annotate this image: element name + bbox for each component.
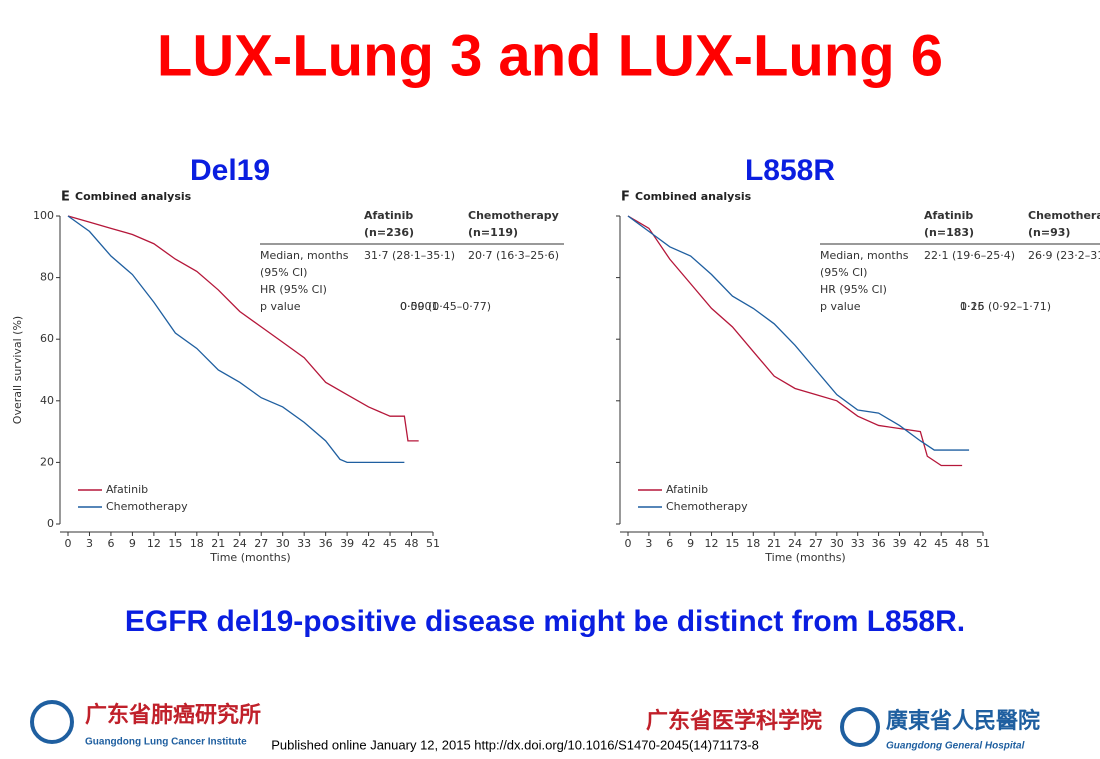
table-row-label: HR (95% CI): [820, 283, 887, 296]
table-row-label: Median, months: [820, 249, 909, 262]
x-tick-label: 48: [405, 537, 419, 550]
logo-text: 广东省肺癌研究所: [85, 702, 261, 727]
logo-text: 廣東省人民醫院: [886, 708, 1040, 733]
table-cell: 0·59 (0·45–0·77): [400, 300, 491, 313]
x-tick-label: 33: [297, 537, 311, 550]
survival-curve: [627, 215, 970, 451]
legend-label: Chemotherapy: [666, 500, 748, 513]
x-tick-label: 36: [319, 537, 333, 550]
x-tick-label: 9: [687, 537, 694, 550]
table-row-label: Median, months: [260, 249, 349, 262]
x-tick-label: 21: [767, 537, 781, 550]
x-tick-label: 48: [955, 537, 969, 550]
table-cell: 22·1 (19·6–25·4): [924, 249, 1015, 262]
y-tick-label: 100: [33, 209, 54, 222]
x-tick-label: 15: [725, 537, 739, 550]
x-tick-label: 39: [340, 537, 354, 550]
table-header: Chemotherapy: [468, 209, 559, 222]
slide-title: LUX-Lung 3 and LUX-Lung 6: [157, 23, 943, 88]
logo-icon: [30, 700, 74, 744]
x-tick-label: 45: [383, 537, 397, 550]
x-tick-label: 39: [892, 537, 906, 550]
logo-text: 广东省医学科学院: [646, 708, 822, 733]
x-tick-label: 3: [86, 537, 93, 550]
x-tick-label: 9: [129, 537, 136, 550]
table-row-label: (95% CI): [260, 266, 307, 279]
chart-subtitle: L858R: [745, 154, 835, 187]
logo-icon: [840, 707, 880, 747]
table-header: (n=93): [1028, 226, 1070, 239]
x-tick-label: 42: [913, 537, 927, 550]
x-axis-label: Time (months): [764, 551, 845, 564]
logo-text: Guangdong Lung Cancer Institute: [85, 737, 247, 748]
chart-title: Combined analysis: [75, 190, 192, 203]
x-tick-label: 12: [147, 537, 161, 550]
x-tick-label: 27: [809, 537, 823, 550]
x-tick-label: 36: [872, 537, 886, 550]
citation: Published online January 12, 2015 http:/…: [271, 737, 759, 752]
panel-label: F: [621, 190, 630, 205]
table-cell: 0·0001: [400, 300, 439, 313]
x-tick-label: 0: [625, 537, 632, 550]
y-tick-label: 40: [40, 394, 54, 407]
y-tick-label: 20: [40, 455, 54, 468]
chart-subtitle: Del19: [190, 154, 270, 187]
y-tick-label: 0: [47, 517, 54, 530]
conclusion: EGFR del19-positive disease might be dis…: [125, 605, 965, 638]
table-cell: 31·7 (28·1–35·1): [364, 249, 455, 262]
table-cell: 0·16: [960, 300, 985, 313]
x-tick-label: 51: [976, 537, 990, 550]
x-tick-label: 24: [788, 537, 802, 550]
legend-label: Afatinib: [666, 483, 708, 496]
x-tick-label: 12: [705, 537, 719, 550]
chart-title: Combined analysis: [635, 190, 752, 203]
table-header: Afatinib: [364, 209, 413, 222]
table-row-label: HR (95% CI): [260, 283, 327, 296]
x-tick-label: 6: [666, 537, 673, 550]
table-row-label: p value: [820, 300, 861, 313]
y-tick-label: 60: [40, 332, 54, 345]
table-header: (n=183): [924, 226, 974, 239]
x-tick-label: 0: [65, 537, 72, 550]
x-tick-label: 18: [746, 537, 760, 550]
x-tick-label: 15: [168, 537, 182, 550]
table-cell: 20·7 (16·3–25·6): [468, 249, 559, 262]
y-axis-label: Overall survival (%): [11, 316, 24, 424]
table-cell: 1·25 (0·92–1·71): [960, 300, 1051, 313]
x-tick-label: 3: [645, 537, 652, 550]
x-tick-label: 33: [851, 537, 865, 550]
survival-curve: [67, 215, 405, 464]
table-header: (n=119): [468, 226, 518, 239]
table-row-label: (95% CI): [820, 266, 867, 279]
x-tick-label: 45: [934, 537, 948, 550]
x-tick-label: 27: [254, 537, 268, 550]
x-tick-label: 42: [362, 537, 376, 550]
x-tick-label: 30: [276, 537, 290, 550]
x-axis-label: Time (months): [209, 551, 290, 564]
y-tick-label: 80: [40, 271, 54, 284]
x-tick-label: 6: [107, 537, 114, 550]
x-tick-label: 18: [190, 537, 204, 550]
table-header: Chemotherapy: [1028, 209, 1100, 222]
table-header: (n=236): [364, 226, 414, 239]
logo-text: Guangdong General Hospital: [886, 741, 1025, 752]
x-tick-label: 30: [830, 537, 844, 550]
survival-curve: [627, 215, 963, 467]
x-tick-label: 21: [211, 537, 225, 550]
survival-curve: [67, 215, 419, 442]
x-tick-label: 51: [426, 537, 440, 550]
legend-label: Afatinib: [106, 483, 148, 496]
panel-label: E: [61, 190, 70, 205]
x-tick-label: 24: [233, 537, 247, 550]
legend-label: Chemotherapy: [106, 500, 188, 513]
table-header: Afatinib: [924, 209, 973, 222]
table-row-label: p value: [260, 300, 301, 313]
table-cell: 26·9 (23·2–31·7): [1028, 249, 1100, 262]
